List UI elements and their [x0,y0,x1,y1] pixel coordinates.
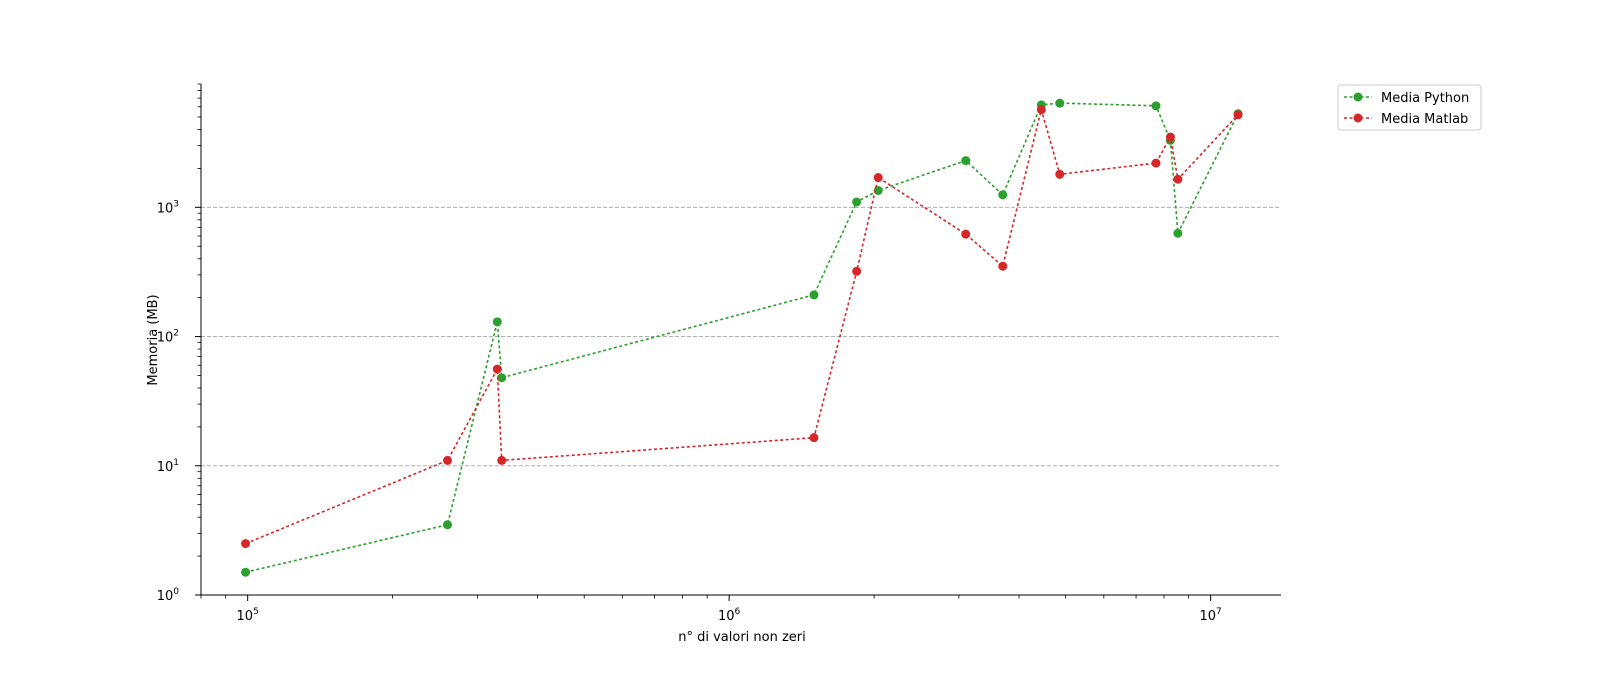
data-point [492,317,502,327]
data-point [497,455,507,465]
data-point [1151,158,1161,168]
data-point [961,229,971,239]
x-tick-exponent: 5 [253,607,259,617]
x-axis-label: n° di valori non zeri [678,630,806,645]
axes [200,84,1281,596]
x-tick-label: 105 [237,607,259,624]
x-tick-base: 10 [1200,609,1217,624]
legend-marker [1353,92,1363,102]
x-tick-label: 107 [1200,607,1222,624]
y-tick-label: 100 [157,587,180,604]
data-point [497,373,507,383]
y-tick-base: 10 [157,331,174,346]
y-tick-exponent: 0 [173,587,179,597]
y-tick-exponent: 2 [173,329,179,339]
data-point [809,433,819,443]
grid-lines [201,206,1281,467]
legend-item: Media Matlab [1344,112,1468,127]
y-tick-base: 10 [157,460,174,475]
y-axis-label: Memoria (MB) [146,294,161,385]
data-point [492,364,502,374]
data-point [1151,101,1161,111]
x-tick-exponent: 6 [735,607,741,617]
series-line [245,106,1239,545]
data-point [873,173,883,183]
data-point [241,539,251,549]
data-point [442,520,452,530]
data-point [809,290,819,300]
data-point [442,455,452,465]
y-tick-label: 103 [157,199,179,216]
y-tick-exponent: 3 [173,199,179,209]
y-tick-exponent: 1 [173,458,179,468]
data-point [1173,228,1183,238]
data-point [1233,110,1243,120]
data-point [1165,132,1175,142]
legend-item: Media Python [1344,91,1469,106]
data-point [1036,105,1046,115]
data-point [852,266,862,276]
data-point [1055,98,1065,108]
x-tick-base: 10 [718,609,735,624]
x-tick-exponent: 7 [1216,607,1222,617]
data-point [873,185,883,195]
y-tick-label: 101 [157,458,179,475]
data-point [1055,169,1065,179]
data-point [241,567,251,577]
x-tick-label: 106 [718,607,741,624]
data-point [998,261,1008,271]
data-point [961,156,971,166]
legend-label: Media Python [1381,91,1469,106]
data-point [998,190,1008,200]
data-point [1173,174,1183,184]
series-media-matlab [241,105,1243,549]
series-line [245,102,1239,573]
legend-frame [1337,84,1482,131]
x-tick-base: 10 [237,609,254,624]
data-point [852,197,862,207]
y-tick-base: 10 [157,201,174,216]
plot-area [241,98,1243,577]
legend-label: Media Matlab [1381,112,1468,127]
y-tick-label: 102 [157,329,179,346]
y-tick-base: 10 [157,589,174,604]
legend: Media Python Media Matlab [1337,84,1482,131]
legend-marker [1353,113,1363,123]
